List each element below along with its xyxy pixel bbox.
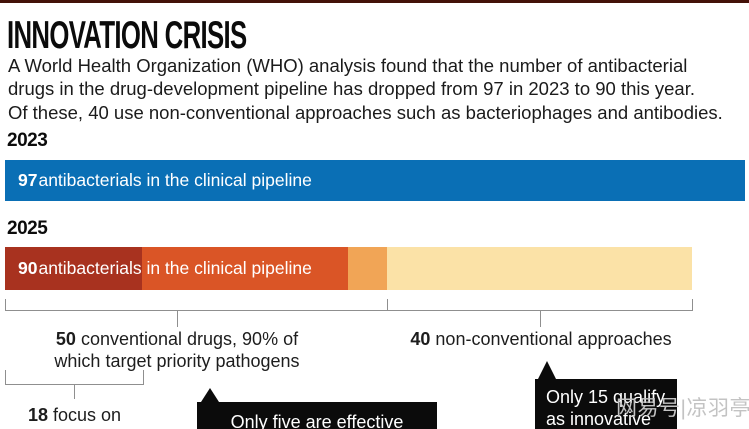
bracket-nonconventional-pointer xyxy=(540,311,541,327)
bar-2023-label: 97 antibacterials in the clinical pipeli… xyxy=(18,160,312,201)
watermark-text: 网易号|凉羽亭 xyxy=(616,397,749,420)
annotation-conventional-line1: 50 conventional drugs, 90% of xyxy=(27,329,327,351)
callout-innovative-arrow xyxy=(538,361,556,379)
callout-only-15-innovative: Only 15 qualify as innovative xyxy=(535,379,677,429)
bracket-conventional-pointer xyxy=(177,311,178,327)
bar-2025-value: 90 xyxy=(18,258,38,278)
subtitle-line-3: Of these, 40 use non-conventional approa… xyxy=(8,101,723,123)
annotation-nonconventional-rest: non-conventional approaches xyxy=(430,329,672,349)
bar-2025-segments xyxy=(5,247,692,290)
annotation-conventional-rest: conventional drugs, 90% of xyxy=(75,329,299,349)
bar-2023-value: 97 xyxy=(18,170,38,190)
bar-segment-conventional-focus-18 xyxy=(5,247,143,290)
bracket-right-tick xyxy=(692,299,693,311)
chart-subtitle: A World Health Organization (WHO) analys… xyxy=(8,54,723,124)
bar-2025-pipeline: 90 antibacterials in the clinical pipeli… xyxy=(5,247,692,290)
bar-segment-non-conventional-40 xyxy=(386,247,692,290)
annotation-conventional-line2: which target priority pathogens xyxy=(54,350,300,371)
year-label-2023: 2023 xyxy=(7,130,48,151)
bar-segment-effective-five xyxy=(348,247,387,290)
year-label-2025: 2025 xyxy=(7,218,48,239)
bar-2023-pipeline: 97 antibacterials in the clinical pipeli… xyxy=(5,160,746,201)
annotation-focus-rest: focus on xyxy=(47,405,122,425)
annotation-conventional: 50 conventional drugs, 90% of which targ… xyxy=(27,329,327,372)
annotation-focus-num: 18 xyxy=(27,405,48,425)
bar-2023-label-text: antibacterials in the clinical pipeline xyxy=(38,170,312,190)
callout-only-five-effective: Only five are effective xyxy=(197,402,437,429)
sub-bracket-pointer xyxy=(74,385,75,399)
subtitle-line-2: drugs in the drug-development pipeline h… xyxy=(8,78,696,100)
bar-2025-label-text: antibacterials in the clinical pipeline xyxy=(38,258,312,278)
bar-segment-conventional-other-27 xyxy=(142,247,349,290)
sub-bracket-left-tick xyxy=(5,370,6,385)
bar-2025-label: 90 antibacterials in the clinical pipeli… xyxy=(18,247,312,290)
chart-title: INNOVATION CRISIS xyxy=(7,14,247,57)
bracket-horizontal-line xyxy=(5,310,693,311)
callout-five-arrow xyxy=(201,388,219,402)
callout-innovative-line2: as innovative xyxy=(546,409,652,429)
annotation-focus-18: 18 focus on xyxy=(18,405,131,427)
annotation-nonconventional: 40 non-conventional approaches xyxy=(390,329,692,351)
top-accent-rule xyxy=(0,0,749,3)
bracket-left-tick xyxy=(5,299,6,311)
subtitle-line-1: A World Health Organization (WHO) analys… xyxy=(8,55,688,76)
callout-innovative-line1: Only 15 qualify xyxy=(546,387,666,407)
sub-bracket-horizontal-line xyxy=(5,384,144,385)
callout-five-text: Only five are effective xyxy=(230,412,404,429)
annotation-conventional-num: 50 xyxy=(55,329,76,349)
annotation-nonconventional-num: 40 xyxy=(410,329,431,349)
bracket-middle-tick xyxy=(387,299,388,311)
sub-bracket-right-tick xyxy=(143,370,144,385)
